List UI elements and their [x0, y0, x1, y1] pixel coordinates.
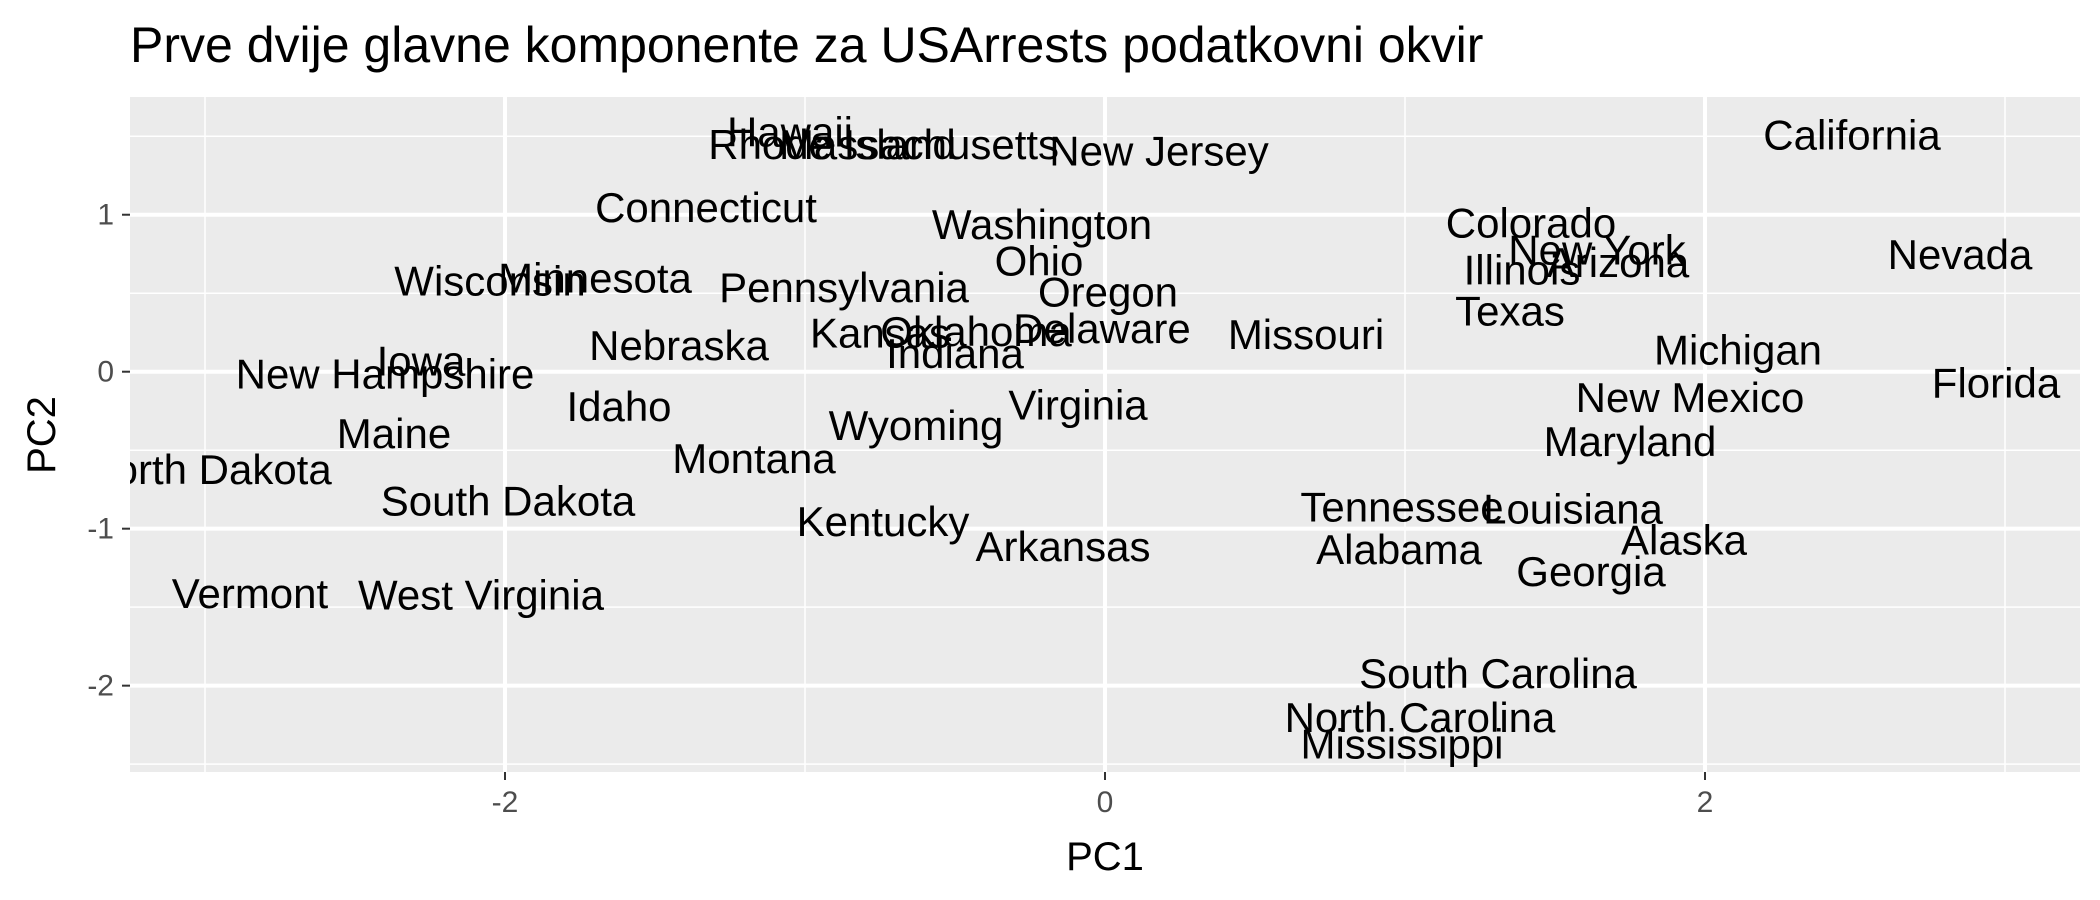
state-point-label: Ohio [995, 237, 1084, 284]
state-point-label: Indiana [886, 330, 1024, 377]
state-point-label: Colorado [1446, 200, 1616, 247]
state-point-label: Michigan [1654, 327, 1822, 374]
state-point-label: Arizona [1547, 239, 1690, 286]
state-point-label: Delaware [1013, 305, 1190, 352]
state-point-label: Kansas [810, 309, 950, 356]
state-point-label: Florida [1932, 360, 2061, 407]
state-point-label: Alaska [1621, 517, 1748, 564]
state-point-label: Connecticut [595, 184, 817, 231]
x-tick-label: 2 [1697, 786, 1714, 819]
state-point-label: Nebraska [589, 322, 769, 369]
state-point-label: California [1763, 112, 1941, 159]
state-point-label: Alabama [1316, 526, 1482, 573]
major-gridlines [130, 97, 2080, 772]
state-point-label: Maryland [1544, 418, 1717, 465]
state-point-label: Wisconsin [394, 258, 585, 305]
state-point-label: Oklahoma [880, 308, 1072, 355]
state-point-label: Rhode Island [708, 121, 956, 168]
y-axis-title: PC2 [20, 396, 64, 474]
state-point-label: Minnesota [498, 255, 692, 302]
x-tick-label: -2 [492, 786, 519, 819]
state-point-label: North Dakota [84, 446, 332, 493]
x-tick-label: 0 [1097, 786, 1114, 819]
state-point-label: Washington [932, 201, 1152, 248]
chart-title: Prve dvije glavne komponente za USArrest… [130, 17, 1483, 73]
x-axis-title: PC1 [1066, 835, 1144, 879]
state-point-label: New York [1508, 226, 1686, 273]
state-point-label: Kentucky [797, 498, 970, 545]
y-tick-label: -2 [87, 670, 114, 703]
state-point-label: Wyoming [829, 402, 1004, 449]
state-point-label: Texas [1455, 287, 1565, 334]
state-point-label: Tennessee [1300, 484, 1503, 531]
x-axis-ticks: -2 0 2 [492, 772, 1714, 819]
y-axis-ticks: -2 -1 0 1 [87, 199, 130, 703]
state-point-label: Massachusetts [779, 121, 1059, 168]
state-point-label: Louisiana [1483, 485, 1663, 532]
state-point-label: New Mexico [1576, 374, 1805, 421]
state-point-label: Hawaii [727, 109, 853, 156]
state-point-label: Idaho [566, 383, 671, 430]
state-point-label: New Hampshire [236, 350, 535, 397]
y-tick-label: -1 [87, 513, 114, 546]
state-point-label: Missouri [1228, 311, 1384, 358]
state-point-label: South Dakota [381, 477, 636, 524]
state-point-label: Maine [337, 410, 451, 457]
state-point-label: North Carolina [1285, 694, 1556, 741]
state-point-label: Montana [672, 435, 836, 482]
state-point-label: Mississippi [1300, 721, 1503, 768]
state-point-label: South Carolina [1359, 650, 1637, 697]
state-point-label: Oregon [1038, 269, 1178, 316]
state-point-label: Nevada [1888, 231, 2033, 278]
y-tick-label: 0 [97, 356, 114, 389]
state-point-label: Illinois [1464, 247, 1581, 294]
state-point-label: Virginia [1008, 382, 1148, 429]
state-point-label: Georgia [1516, 548, 1666, 595]
state-point-label: Pennsylvania [719, 264, 969, 311]
state-point-label: New Jersey [1049, 127, 1268, 174]
state-point-label: West Virginia [358, 572, 605, 619]
state-point-label: Vermont [172, 570, 329, 617]
y-tick-label: 1 [97, 199, 114, 232]
state-point-label: Iowa [377, 338, 466, 385]
state-point-label: Arkansas [975, 523, 1150, 570]
